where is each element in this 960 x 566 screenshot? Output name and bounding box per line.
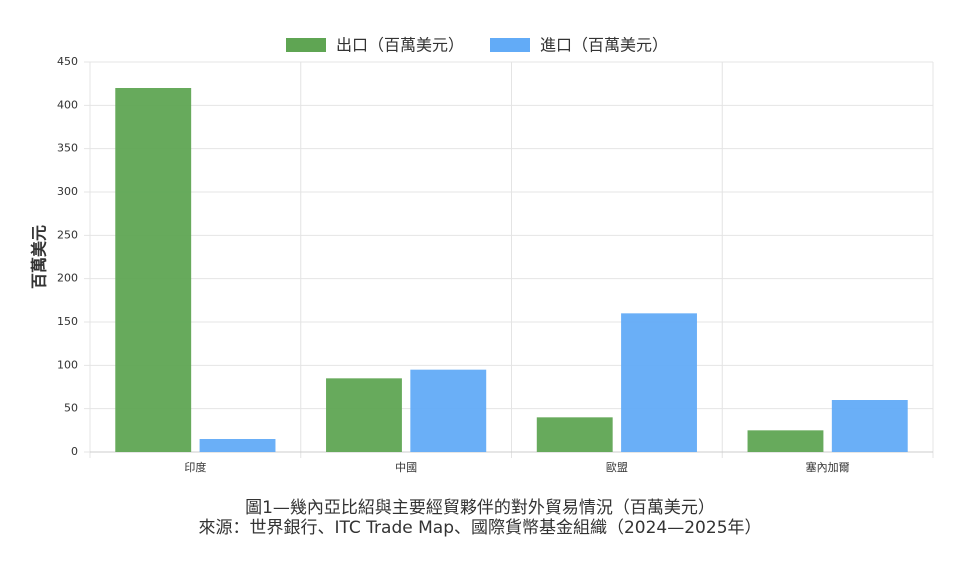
legend-swatch <box>490 38 530 52</box>
x-tick-label: 塞內加爾 <box>806 460 850 474</box>
bar <box>115 88 192 452</box>
y-tick-label: 250 <box>57 228 78 241</box>
bar <box>831 400 908 452</box>
y-tick-label: 100 <box>57 358 78 371</box>
y-tick-label: 350 <box>57 142 78 155</box>
bar <box>326 378 402 452</box>
bar <box>621 313 697 452</box>
y-tick-label: 150 <box>57 315 78 328</box>
y-tick-label: 0 <box>71 445 78 458</box>
y-tick-label: 450 <box>57 55 78 68</box>
legend-swatch <box>286 38 326 52</box>
x-tick-label: 中國 <box>395 461 417 474</box>
x-tick-label: 印度 <box>184 460 206 474</box>
bar <box>199 439 276 452</box>
y-axis-label: 百萬美元 <box>30 225 49 289</box>
x-tick-label: 歐盟 <box>606 460 628 474</box>
legend-label: 進口（百萬美元） <box>540 36 668 55</box>
y-tick-label: 400 <box>57 98 78 111</box>
y-tick-label: 300 <box>57 185 78 198</box>
legend-label: 出口（百萬美元） <box>336 36 464 55</box>
chart-source: 來源：世界銀行、ITC Trade Map、國際貨幣基金組織（2024—2025… <box>198 518 761 538</box>
chart-title: 圖1—幾內亞比紹與主要經貿夥伴的對外貿易情況（百萬美元） <box>245 498 715 518</box>
bar <box>410 369 487 452</box>
y-tick-label: 200 <box>57 272 78 285</box>
bar <box>747 430 824 452</box>
y-tick-label: 50 <box>64 402 78 415</box>
bar <box>536 417 613 452</box>
